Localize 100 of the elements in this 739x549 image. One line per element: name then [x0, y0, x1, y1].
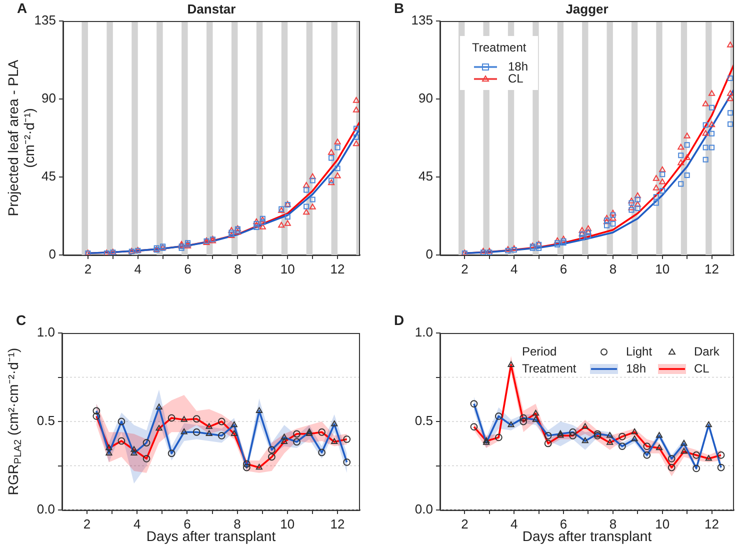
x-tick-label: 10 [280, 516, 295, 532]
point [560, 236, 567, 242]
annotation: Period [522, 344, 557, 358]
point [585, 233, 591, 239]
y-tick-label: 90 [42, 90, 56, 106]
point [536, 245, 542, 251]
y-tick-label: 0.0 [414, 502, 433, 517]
y-tick-label: 1.0 [36, 324, 55, 340]
point [684, 172, 690, 178]
point [628, 200, 634, 206]
point [684, 154, 690, 160]
point [334, 172, 341, 178]
point [92, 412, 100, 420]
point [278, 222, 285, 228]
point [494, 434, 502, 442]
point [606, 432, 614, 438]
point [634, 192, 641, 198]
point [206, 423, 212, 429]
point [653, 200, 659, 206]
point [532, 416, 540, 422]
point [660, 172, 666, 178]
point [544, 440, 552, 448]
point [708, 121, 716, 128]
point [230, 430, 238, 436]
legend-label: CL [508, 71, 524, 86]
point [343, 458, 351, 466]
point [508, 361, 514, 367]
legend-label: 18h [508, 59, 528, 74]
point [610, 221, 616, 227]
point [628, 198, 635, 204]
point [168, 450, 176, 458]
point [352, 97, 360, 103]
point [331, 420, 338, 426]
point [353, 126, 360, 132]
point [156, 404, 162, 410]
point [106, 444, 112, 450]
point [727, 42, 734, 48]
point [727, 90, 734, 96]
point [569, 432, 576, 440]
point [582, 423, 588, 429]
point [618, 432, 626, 440]
point [293, 438, 300, 446]
point [727, 95, 734, 102]
y-tick-label: 135 [411, 12, 433, 28]
y-tick-label: 0.5 [36, 413, 55, 428]
point [610, 210, 616, 216]
point [709, 104, 715, 110]
y-axis-title: Projected leaf area - PLA (cm⁻²·d⁻¹) [4, 59, 37, 216]
x-tick-label: 10 [655, 261, 670, 276]
text: B [394, 0, 404, 16]
point [631, 428, 638, 434]
point [668, 464, 676, 472]
x-tick-label: 12 [330, 516, 345, 532]
text: A [17, 0, 28, 16]
point [557, 430, 564, 436]
point [709, 144, 715, 150]
point [660, 188, 666, 194]
point [560, 238, 566, 244]
point [230, 421, 238, 428]
point [331, 438, 338, 444]
point [178, 240, 185, 247]
point [634, 201, 641, 207]
x-tick-label: 2 [83, 516, 91, 532]
point [228, 227, 235, 233]
point [486, 250, 492, 255]
point [483, 439, 490, 445]
point [728, 75, 734, 81]
point [634, 196, 640, 202]
point [304, 187, 310, 193]
point [705, 421, 712, 428]
point [702, 122, 708, 128]
point [280, 434, 288, 440]
point [643, 451, 651, 459]
x-tick-label: 12 [704, 516, 719, 532]
point [702, 100, 709, 106]
y-tick-label: 90 [418, 90, 433, 106]
point [483, 437, 490, 444]
text: D [394, 312, 404, 328]
x-tick-label: 4 [134, 516, 141, 532]
point [480, 250, 486, 255]
point [180, 416, 188, 422]
x-tick-label: 8 [609, 261, 617, 276]
point [717, 464, 725, 472]
point [702, 144, 708, 150]
point [118, 437, 126, 445]
point [306, 428, 313, 434]
point [684, 142, 690, 148]
point [656, 432, 663, 438]
point [254, 224, 260, 230]
point [352, 106, 360, 112]
point [318, 448, 326, 456]
y-tick-label: 1.0 [414, 324, 433, 340]
x-tick-label: 2 [84, 261, 92, 276]
point [604, 222, 610, 228]
point [709, 130, 715, 136]
point [253, 218, 260, 224]
x-tick-label: 12 [330, 261, 345, 276]
point [702, 130, 709, 136]
text: C [16, 312, 26, 328]
point [306, 430, 313, 436]
